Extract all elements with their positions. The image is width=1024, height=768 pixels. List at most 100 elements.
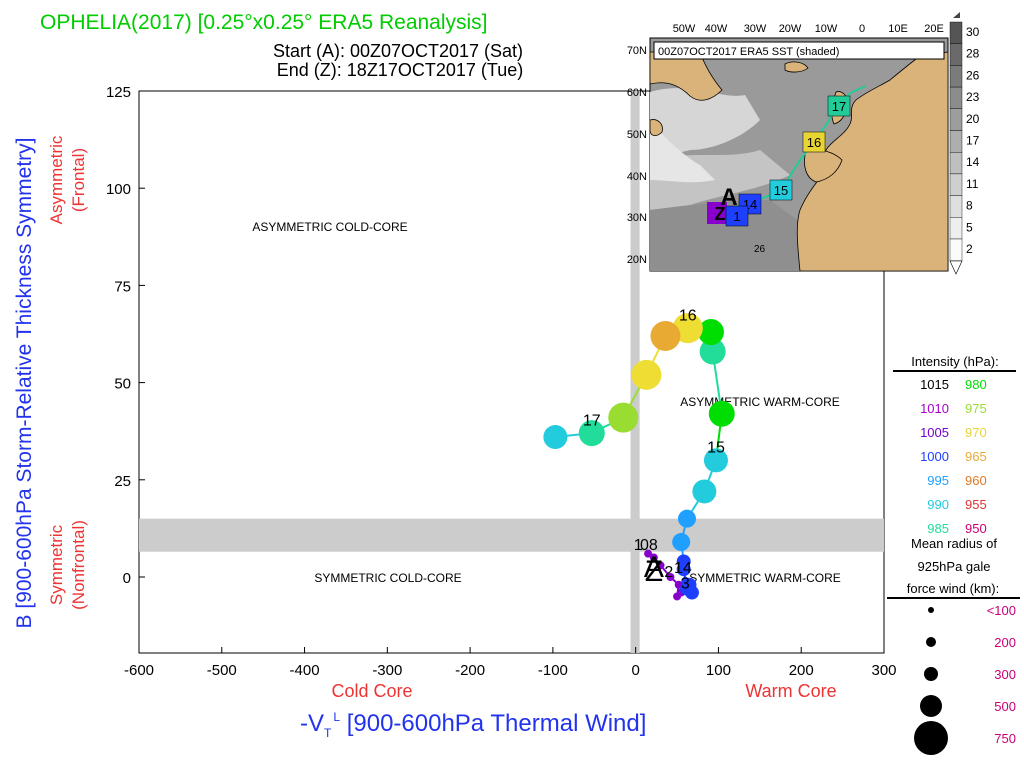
track-label: 17 xyxy=(583,412,601,429)
intensity-legend-value: 980 xyxy=(965,377,987,392)
colorbar-label: 23 xyxy=(966,90,980,104)
y-tick-label: 0 xyxy=(123,570,131,587)
intensity-legend-value: 975 xyxy=(965,401,987,416)
inset-track-box xyxy=(707,202,727,224)
track-point xyxy=(679,581,694,596)
radius-legend-dot xyxy=(920,695,942,717)
land-iceland xyxy=(784,61,809,73)
y-side-sym-top: Symmetric xyxy=(47,524,66,605)
x-label-cold: Cold Core xyxy=(331,681,412,701)
radius-legend-dot xyxy=(914,721,948,755)
land-newfoundland xyxy=(649,119,663,136)
land-masses xyxy=(649,51,949,272)
intensity-legend-value: 985 xyxy=(927,521,949,536)
track-point xyxy=(692,479,717,504)
inset-track-box-label: 15 xyxy=(774,183,788,198)
inset-lon-tick: 40W xyxy=(705,23,728,35)
radius-title-2: 925hPa gale xyxy=(917,559,990,574)
inset-track-box xyxy=(827,95,851,117)
track-point xyxy=(677,509,696,528)
x-label-sub: T xyxy=(324,726,332,740)
radius-legend-dot xyxy=(926,637,936,647)
inset-start-letter: A xyxy=(720,184,737,211)
track-point xyxy=(676,554,691,569)
inset-track-box-label: 17 xyxy=(832,99,846,114)
track-point xyxy=(666,573,675,581)
inset-lat-tick: 70N xyxy=(627,45,647,57)
quadrant-asym-warm: ASYMMETRIC WARM-CORE xyxy=(680,395,840,409)
track-point xyxy=(697,319,724,346)
storm-track xyxy=(543,313,735,601)
track-point xyxy=(649,553,658,562)
svg-text:-VTL [900-600hPa Thermal Wind]: -VTL [900-600hPa Thermal Wind] xyxy=(300,710,646,740)
inset-title: 00Z07OCT2017 ERA5 SST (shaded) xyxy=(658,46,839,58)
track-point xyxy=(631,359,662,390)
land-europe-africa xyxy=(796,51,949,272)
colorbar-swatch xyxy=(949,238,963,261)
colorbar-swatch xyxy=(949,21,963,44)
inset-lat-tick: 60N xyxy=(627,87,647,99)
x-axis-title: -VTL [900-600hPa Thermal Wind] xyxy=(300,710,646,740)
track-label: 3 xyxy=(681,576,690,593)
y-side-sym: Symmetric (Nonfrontal) xyxy=(47,520,88,610)
colorbar-top-arrow xyxy=(953,12,960,18)
inset-track-box-label: 1 xyxy=(733,209,740,224)
land-iberia xyxy=(804,149,843,183)
track-point xyxy=(703,448,728,473)
intensity-legend-value: 1015 xyxy=(920,377,949,392)
y-zero-band xyxy=(139,518,884,552)
radius-legend-dot xyxy=(924,667,938,681)
x-tick-label: -200 xyxy=(455,662,485,679)
end-time: End (Z): 18Z17OCT2017 (Tue) xyxy=(277,60,523,80)
track-label: 16 xyxy=(679,307,697,324)
intensity-legend-value: 960 xyxy=(965,473,987,488)
x-label-main: -V xyxy=(300,710,324,737)
y-side-sym-bottom: (Nonfrontal) xyxy=(69,520,88,610)
x-tick-label: 300 xyxy=(871,662,896,679)
inset-track-box xyxy=(725,205,749,227)
colorbar-swatch xyxy=(949,151,963,175)
radius-legend-label: 200 xyxy=(994,635,1016,650)
track-point xyxy=(708,400,735,427)
y-side-asym: Asymmetric (Frontal) xyxy=(47,135,88,224)
inset-lon-tick: 10W xyxy=(815,23,838,35)
intensity-legend: Intensity (hPa): 1015 980 1010 975 1005 970 10… xyxy=(893,354,1016,536)
colorbar-label: 5 xyxy=(966,220,973,234)
track-label: 2 xyxy=(664,564,673,581)
colorbar-swatch xyxy=(949,86,963,109)
x-tick-label: -500 xyxy=(207,662,237,679)
x-label-sup: L xyxy=(333,710,340,724)
track-label: 14 xyxy=(674,560,692,577)
radius-legend-dot xyxy=(928,607,934,613)
inset-lon-tick: 30W xyxy=(744,23,767,35)
x-tick-label: -400 xyxy=(290,662,320,679)
colorbar-label: 30 xyxy=(966,25,980,39)
x-tick-label: -600 xyxy=(124,662,154,679)
sst-colorbar: 30 28 26 23 20 17 14 11 8 5 2 xyxy=(949,12,980,275)
y-tick-label: 50 xyxy=(114,376,131,393)
radius-title-1: Mean radius of xyxy=(911,536,997,551)
radius-title-3: force wind (km): xyxy=(907,581,999,596)
quadrant-asym-cold: ASYMMETRIC COLD-CORE xyxy=(252,220,407,234)
track-label: 1 xyxy=(634,537,643,554)
axes: -600 -500 -400 -300 -200 -100 0 100 200 300 0 25 50 7… xyxy=(106,84,897,679)
inset-lat-tick: 30N xyxy=(627,212,647,224)
track-point xyxy=(656,561,665,570)
inset-lon-tick: 50W xyxy=(673,23,696,35)
track-point xyxy=(699,338,726,365)
y-axis-title: B [900-600hPa Storm-Relative Thickness S… xyxy=(13,138,36,629)
x-tick-label: -100 xyxy=(538,662,568,679)
y-side-asym-top: Asymmetric xyxy=(47,135,66,224)
colorbar-label: 28 xyxy=(966,47,980,61)
inset-lon-tick: 0 xyxy=(859,23,865,35)
x-label-warm: Warm Core xyxy=(745,681,836,701)
radius-legend-label: <100 xyxy=(987,603,1016,618)
inset-lat-tick: 50N xyxy=(627,129,647,141)
y-tick-label: 75 xyxy=(114,278,131,295)
track-label: A xyxy=(644,551,664,584)
inset-end-letter: Z xyxy=(715,204,726,224)
colorbar-swatch xyxy=(949,108,963,131)
y-side-asym-bottom: (Frontal) xyxy=(69,148,88,212)
quadrant-sym-cold: SYMMETRIC COLD-CORE xyxy=(314,571,461,585)
radius-legend: Mean radius of 925hPa gale force wind (k… xyxy=(887,536,1020,755)
